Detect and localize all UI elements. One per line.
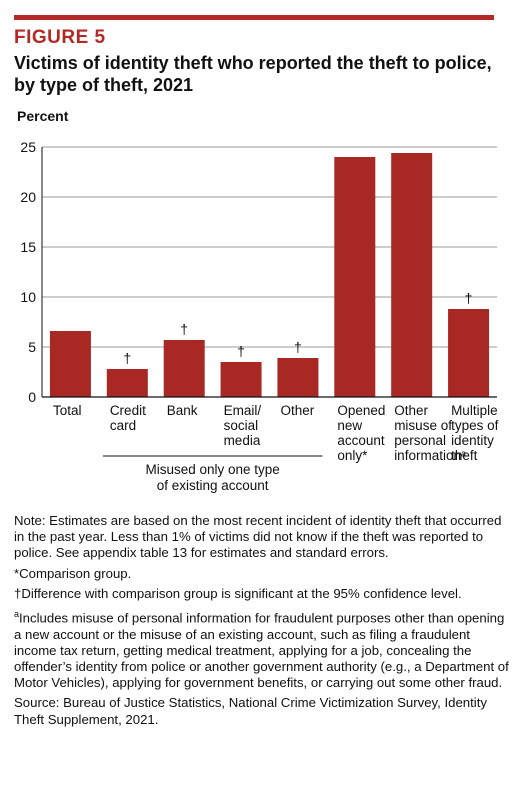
y-tick-label: 20: [20, 189, 36, 205]
y-tick-label: 25: [20, 139, 36, 155]
y-tick-label: 15: [20, 239, 36, 255]
bar: [334, 157, 376, 397]
x-tick-label: Other: [394, 403, 428, 418]
footnote-a-marker: a: [14, 609, 20, 620]
figure-title: Victims of identity theft who reported t…: [14, 53, 492, 95]
x-tick-label: Multiple: [451, 403, 498, 418]
x-tick-label: account: [337, 433, 385, 448]
bar: [220, 362, 262, 397]
x-tick-label: Opened: [337, 403, 385, 418]
x-tick-label: Other: [280, 403, 314, 418]
bar: [448, 309, 490, 397]
figure-notes: Note: Estimates are based on the most re…: [14, 513, 510, 732]
y-tick-label: 10: [20, 289, 36, 305]
x-tick-label: informationᵃ: [394, 448, 467, 463]
x-tick-label: card: [110, 418, 136, 433]
bar: [106, 369, 148, 397]
x-tick-label: Total: [53, 403, 82, 418]
y-axis-label: Percent: [17, 108, 69, 124]
footnote-a-text: Includes misuse of personal information …: [14, 610, 509, 691]
x-tick-label: new: [337, 418, 362, 433]
group-label: of existing account: [157, 478, 269, 493]
note-significance: †Difference with comparison group is sig…: [14, 585, 462, 601]
y-tick-label: 5: [28, 339, 36, 355]
x-tick-label: Credit: [110, 403, 146, 418]
significance-marker: †: [123, 350, 131, 366]
bar: [391, 153, 433, 397]
y-tick-label: 0: [28, 389, 36, 405]
x-tick-label: media: [224, 433, 261, 448]
significance-marker: †: [237, 343, 245, 359]
note-text: Note: Estimates are based on the most re…: [14, 513, 502, 561]
significance-marker: †: [180, 321, 188, 337]
x-tick-label: Email/: [224, 403, 262, 418]
figure-top-rule: [14, 15, 494, 20]
x-tick-label: types of: [451, 418, 499, 433]
x-tick-label: theft: [451, 448, 478, 463]
x-tick-label: only*: [337, 448, 368, 463]
x-tick-label: Bank: [167, 403, 198, 418]
x-tick-label: misuse of: [394, 418, 452, 433]
note-footnote-a: aIncludes misuse of personal information…: [14, 606, 510, 691]
bar: [163, 340, 205, 397]
significance-marker: †: [465, 290, 473, 306]
x-tick-label: social: [224, 418, 259, 433]
bar: [49, 331, 91, 397]
group-label: Misused only one type: [145, 462, 279, 477]
significance-marker: †: [294, 339, 302, 355]
x-tick-label: personal: [394, 433, 446, 448]
note-comparison-group: *Comparison group.: [14, 565, 132, 581]
note-source: Source: Bureau of Justice Statistics, Na…: [14, 695, 487, 727]
bar: [277, 358, 319, 397]
x-tick-label: identity: [451, 433, 494, 448]
figure-label: FIGURE 5: [14, 27, 106, 48]
